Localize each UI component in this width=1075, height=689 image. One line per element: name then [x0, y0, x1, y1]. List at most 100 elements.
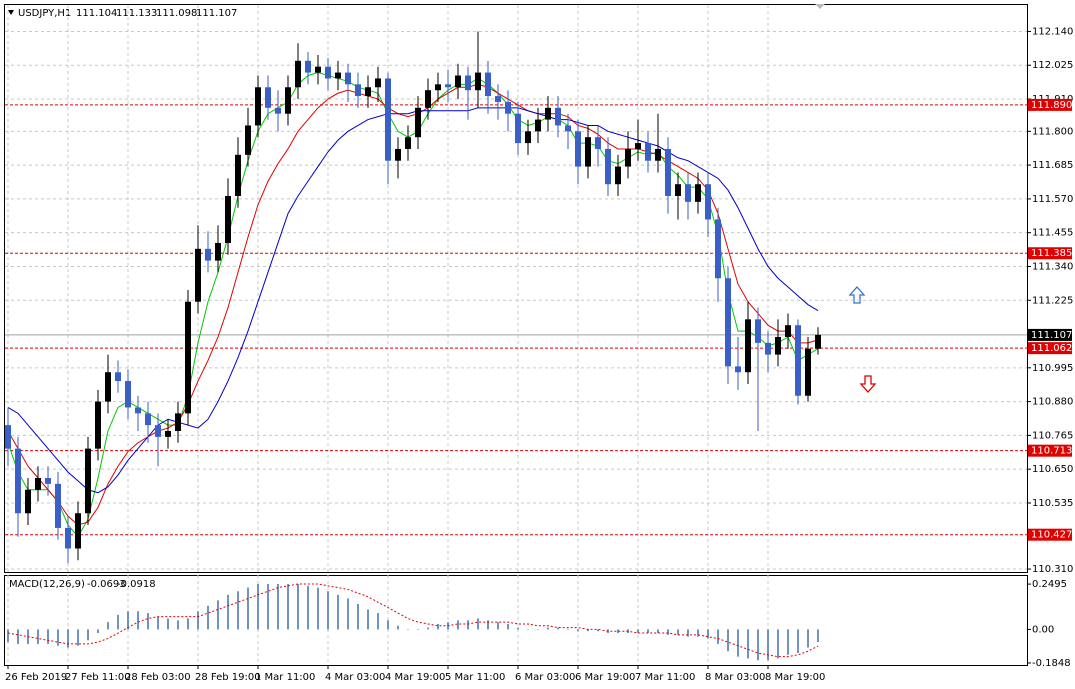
macd-bar	[207, 605, 209, 630]
macd-bar	[7, 629, 9, 643]
macd-bar	[807, 629, 809, 648]
candle-body	[705, 184, 711, 220]
candle-body	[135, 407, 141, 414]
x-tick-label: 4 Mar 19:00	[385, 672, 445, 683]
moving-average-line	[7, 72, 819, 538]
candle-body	[5, 425, 11, 449]
candle-body	[655, 148, 661, 161]
moving-average-line	[7, 107, 819, 494]
macd-bar	[707, 629, 709, 639]
candle-body	[485, 72, 491, 97]
macd-frame	[4, 575, 1028, 666]
candle-body	[255, 87, 261, 126]
y-tick-label: 110.880	[1032, 397, 1073, 408]
candle-body	[715, 219, 721, 279]
candle-body	[145, 413, 151, 426]
candle-body	[165, 430, 171, 437]
x-tick-label: 6 Mar 19:00	[575, 672, 635, 683]
header-high: 111.133	[116, 8, 157, 19]
macd-bar	[177, 620, 179, 630]
y-tick-label: 0.00	[1032, 624, 1054, 635]
candle-body	[515, 113, 521, 144]
y-tick-label: 110.650	[1032, 464, 1073, 475]
macd-main-value: -0.0693	[87, 579, 126, 590]
x-tick-label: 1 Mar 11:00	[255, 672, 315, 683]
y-tick-label: 110.310	[1032, 564, 1073, 575]
macd-bar	[277, 583, 279, 630]
candle-body	[595, 137, 601, 149]
candle-body	[335, 72, 341, 79]
buy-arrow	[848, 286, 866, 304]
macd-bar	[467, 620, 469, 630]
candle-body	[205, 248, 211, 261]
macd-bar	[457, 620, 459, 630]
macd-bar	[347, 598, 349, 630]
macd-bar	[667, 629, 669, 635]
macd-bar	[597, 629, 599, 632]
macd-bar	[537, 629, 539, 630]
candle-body	[625, 148, 631, 167]
level-label: 111.385	[1031, 248, 1072, 259]
macd-bar	[507, 623, 509, 630]
x-tick-label: 28 Feb 19:00	[195, 672, 261, 683]
candle-body	[575, 131, 581, 167]
candle-body	[445, 84, 451, 88]
macd-bar	[257, 583, 259, 630]
menu-triangle[interactable]	[8, 10, 14, 15]
candle-body	[785, 325, 791, 337]
y-tick-label: 111.685	[1032, 160, 1073, 171]
candle-body	[635, 143, 641, 149]
macd-bar	[817, 629, 819, 642]
macd-bar	[237, 591, 239, 630]
x-tick-label: 28 Feb 03:00	[125, 672, 191, 683]
macd-bar	[317, 587, 319, 630]
y-tick-label: 0.2495	[1032, 579, 1067, 590]
macd-bar	[787, 629, 789, 655]
macd-bar	[437, 623, 439, 630]
candle-body	[585, 137, 591, 167]
level-box	[1028, 247, 1072, 260]
y-tick-label: -0.1848	[1032, 658, 1071, 669]
y-tick-label: 111.455	[1032, 228, 1073, 239]
candle-body	[555, 107, 561, 126]
macd-bar	[417, 629, 419, 630]
level-box	[1028, 444, 1072, 457]
candle-body	[395, 148, 401, 161]
macd-bar	[637, 629, 639, 634]
macd-bar	[127, 611, 129, 630]
candle-body	[695, 184, 701, 202]
candle-body	[15, 448, 21, 514]
macd-bar	[697, 629, 699, 637]
candle-body	[325, 66, 331, 79]
macd-bar	[297, 583, 299, 630]
candle-body	[645, 143, 651, 161]
candle-body	[235, 154, 241, 196]
candle-body	[565, 125, 571, 132]
macd-title: MACD(12,26,9)	[9, 579, 85, 590]
y-tick-label: 111.340	[1032, 261, 1073, 272]
macd-bar	[187, 618, 189, 630]
macd-bar	[67, 629, 69, 648]
candle-body	[405, 137, 411, 149]
macd-bar	[647, 629, 649, 634]
candle-body	[495, 96, 501, 102]
candle-body	[765, 342, 771, 355]
macd-bar	[497, 622, 499, 630]
macd-bar	[717, 629, 719, 644]
main-frame	[4, 4, 1028, 573]
macd-bar	[267, 583, 269, 630]
level-box	[1028, 528, 1072, 541]
macd-bar	[407, 629, 409, 630]
candle-body	[605, 148, 611, 185]
candle-body	[545, 107, 551, 120]
header-open: 111.104	[76, 8, 117, 19]
level-label: 111.062	[1031, 343, 1072, 354]
candle-body	[265, 87, 271, 108]
macd-bar	[567, 629, 569, 630]
candle-body	[155, 425, 161, 437]
macd-bar	[577, 629, 579, 632]
candle-body	[355, 84, 361, 97]
candle-body	[435, 84, 441, 91]
